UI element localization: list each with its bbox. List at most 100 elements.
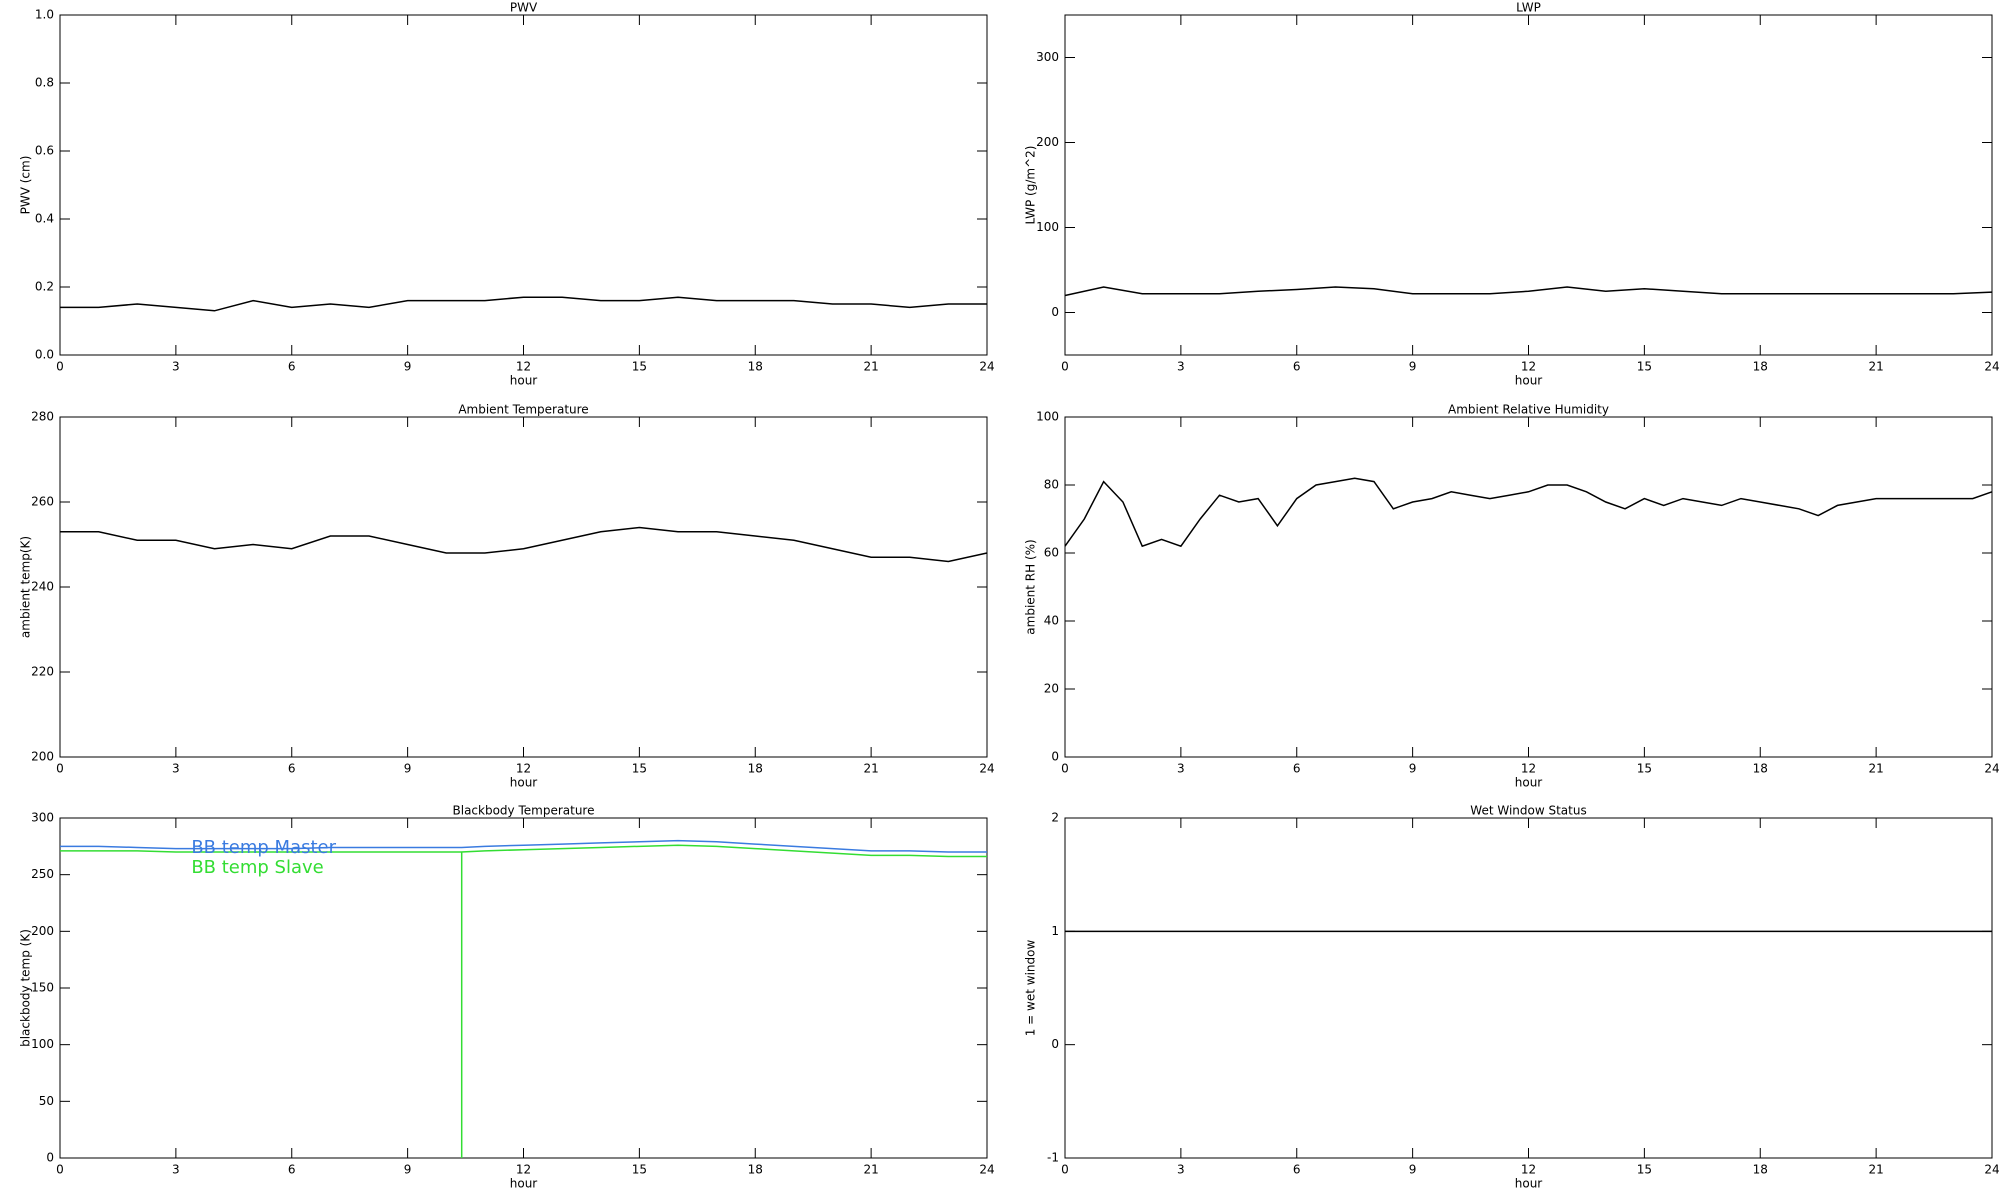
y-tick-label: 20 bbox=[1044, 682, 1059, 696]
x-tick-label: 21 bbox=[863, 762, 878, 776]
x-axis-label: hour bbox=[510, 374, 538, 388]
x-tick-label: 18 bbox=[1753, 1163, 1768, 1177]
x-tick-label: 6 bbox=[1293, 360, 1301, 374]
x-tick-label: 9 bbox=[1409, 762, 1417, 776]
x-tick-label: 12 bbox=[1521, 762, 1536, 776]
y-tick-label: 50 bbox=[39, 1094, 54, 1108]
chart-title: PWV bbox=[510, 1, 538, 15]
x-axis-label: hour bbox=[1515, 1177, 1543, 1191]
x-tick-label: 15 bbox=[1637, 360, 1652, 374]
y-tick-label: 0.0 bbox=[35, 348, 54, 362]
x-tick-label: 3 bbox=[172, 1163, 180, 1177]
x-tick-label: 6 bbox=[288, 1163, 296, 1177]
y-axis-label: PWV (cm) bbox=[19, 156, 33, 215]
x-tick-label: 9 bbox=[404, 1163, 412, 1177]
x-tick-label: 0 bbox=[1061, 1163, 1069, 1177]
y-tick-label: 100 bbox=[1036, 220, 1059, 234]
x-tick-label: 12 bbox=[1521, 360, 1536, 374]
chart-title: LWP bbox=[1516, 1, 1541, 15]
x-tick-label: 9 bbox=[1409, 360, 1417, 374]
y-tick-label: 0.2 bbox=[35, 280, 54, 294]
y-tick-label: 150 bbox=[31, 981, 54, 995]
x-axis-label: hour bbox=[510, 776, 538, 790]
y-tick-label: 40 bbox=[1044, 614, 1059, 628]
y-tick-label: 300 bbox=[1036, 50, 1059, 64]
x-tick-label: 12 bbox=[516, 762, 531, 776]
chart-title: Ambient Temperature bbox=[458, 403, 588, 417]
y-axis-label: ambient temp(K) bbox=[19, 536, 33, 638]
legend-label: BB temp Slave bbox=[191, 857, 323, 878]
x-tick-label: 12 bbox=[516, 1163, 531, 1177]
y-tick-label: 100 bbox=[1036, 410, 1059, 424]
x-tick-label: 21 bbox=[863, 360, 878, 374]
x-tick-label: 9 bbox=[1409, 1163, 1417, 1177]
y-tick-label: 0 bbox=[1051, 1037, 1059, 1051]
data-line bbox=[60, 526, 988, 563]
x-tick-label: 3 bbox=[172, 360, 180, 374]
y-tick-label: 0.8 bbox=[35, 76, 54, 90]
x-tick-label: 18 bbox=[748, 360, 763, 374]
x-tick-label: 0 bbox=[1061, 360, 1069, 374]
y-tick-label: 200 bbox=[31, 924, 54, 938]
x-tick-label: 6 bbox=[1293, 1163, 1301, 1177]
x-tick-label: 9 bbox=[404, 762, 412, 776]
x-tick-label: 6 bbox=[1293, 762, 1301, 776]
x-tick-label: 15 bbox=[1637, 762, 1652, 776]
y-tick-label: 1 bbox=[1051, 924, 1059, 938]
x-tick-label: 18 bbox=[1753, 360, 1768, 374]
y-tick-label: 1.0 bbox=[35, 8, 54, 22]
data-line bbox=[1064, 286, 1993, 297]
y-tick-label: 2 bbox=[1051, 811, 1059, 825]
y-tick-label: 0 bbox=[1051, 305, 1059, 319]
y-tick-label: 0 bbox=[46, 1151, 54, 1165]
x-tick-label: 18 bbox=[1753, 762, 1768, 776]
x-tick-label: 21 bbox=[1868, 1163, 1883, 1177]
y-axis-label: blackbody temp (K) bbox=[19, 929, 33, 1047]
x-tick-label: 0 bbox=[1061, 762, 1069, 776]
y-tick-label: 0.6 bbox=[35, 144, 54, 158]
x-tick-label: 21 bbox=[1868, 360, 1883, 374]
y-axis-label: 1 = wet window bbox=[1024, 940, 1038, 1037]
y-axis-label: ambient RH (%) bbox=[1024, 539, 1038, 634]
y-tick-label: 200 bbox=[1036, 135, 1059, 149]
x-tick-label: 12 bbox=[516, 360, 531, 374]
y-tick-label: 300 bbox=[31, 811, 54, 825]
y-tick-label: 0.4 bbox=[35, 212, 54, 226]
x-tick-label: 24 bbox=[979, 762, 994, 776]
x-tick-label: 3 bbox=[172, 762, 180, 776]
plot-frame bbox=[1064, 14, 1993, 356]
x-tick-label: 3 bbox=[1177, 1163, 1185, 1177]
y-tick-label: 0 bbox=[1051, 750, 1059, 764]
y-tick-label: 220 bbox=[31, 665, 54, 679]
chart-title: Blackbody Temperature bbox=[453, 804, 595, 818]
x-tick-label: 18 bbox=[748, 1163, 763, 1177]
x-tick-label: 18 bbox=[748, 762, 763, 776]
plot-frame bbox=[1064, 817, 1993, 1159]
x-tick-label: 15 bbox=[632, 762, 647, 776]
x-axis-label: hour bbox=[1515, 776, 1543, 790]
legend-label: BB temp Master bbox=[191, 837, 336, 858]
y-tick-label: 80 bbox=[1044, 478, 1059, 492]
data-line bbox=[60, 296, 987, 312]
x-tick-label: 24 bbox=[979, 1163, 994, 1177]
plot-frame bbox=[1064, 416, 1993, 758]
x-tick-label: 0 bbox=[56, 762, 64, 776]
y-tick-label: 260 bbox=[31, 495, 54, 509]
x-tick-label: 6 bbox=[288, 360, 296, 374]
y-axis-label: LWP (g/m^2) bbox=[1024, 146, 1038, 225]
x-tick-label: 12 bbox=[1521, 1163, 1536, 1177]
data-line bbox=[60, 839, 987, 853]
x-tick-label: 3 bbox=[1177, 360, 1185, 374]
x-axis-label: hour bbox=[510, 1177, 538, 1191]
y-tick-label: 250 bbox=[31, 867, 54, 881]
y-tick-label: 60 bbox=[1044, 546, 1059, 560]
x-tick-label: 9 bbox=[404, 360, 412, 374]
chart-title: Wet Window Status bbox=[1470, 804, 1586, 818]
chart-title: Ambient Relative Humidity bbox=[1448, 403, 1609, 417]
y-tick-label: 200 bbox=[31, 750, 54, 764]
y-tick-label: -1 bbox=[1047, 1151, 1059, 1165]
y-tick-label: 280 bbox=[31, 410, 54, 424]
x-tick-label: 24 bbox=[979, 360, 994, 374]
x-axis-label: hour bbox=[1515, 374, 1543, 388]
